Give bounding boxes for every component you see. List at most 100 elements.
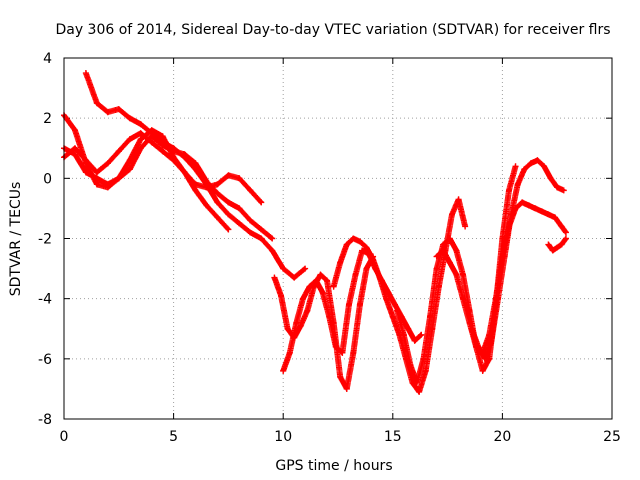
- data-point: [297, 322, 304, 329]
- data-point: [104, 160, 111, 167]
- data-point: [440, 241, 447, 248]
- data-point: [466, 319, 473, 326]
- data-point: [376, 274, 383, 281]
- data-point: [280, 367, 287, 374]
- data-point: [82, 169, 89, 176]
- series-satellite-arc-4: [61, 133, 276, 242]
- data-point: [468, 325, 475, 332]
- data-point: [271, 274, 278, 281]
- series-satellite-arc-7: [330, 196, 469, 395]
- data-point: [337, 373, 344, 380]
- data-point: [405, 325, 412, 332]
- data-point: [310, 283, 317, 290]
- data-point: [181, 169, 188, 176]
- data-point: [363, 244, 370, 251]
- data-point: [104, 109, 111, 116]
- data-point: [339, 349, 346, 356]
- data-point: [269, 247, 276, 254]
- data-point: [225, 211, 232, 218]
- data-point: [247, 187, 254, 194]
- data-point: [269, 235, 276, 242]
- data-point: [418, 331, 425, 338]
- series-trace: [82, 70, 308, 281]
- data-point: [350, 349, 357, 356]
- data-point: [337, 259, 344, 266]
- data-point: [137, 121, 144, 128]
- data-point: [534, 157, 541, 164]
- data-point: [416, 388, 423, 395]
- data-point: [291, 334, 298, 341]
- data-point: [203, 184, 210, 191]
- data-point: [532, 205, 539, 212]
- data-point: [71, 145, 78, 152]
- x-tick-label: 5: [169, 429, 178, 445]
- data-point: [501, 253, 508, 260]
- data-point: [324, 277, 331, 284]
- data-point: [505, 187, 512, 194]
- data-point: [508, 211, 515, 218]
- data-point: [159, 133, 166, 140]
- y-tick-label: -4: [38, 292, 52, 308]
- data-point: [547, 175, 554, 182]
- data-point: [278, 292, 285, 299]
- x-axis-label: GPS time / hours: [275, 458, 392, 474]
- data-point: [512, 163, 519, 170]
- data-point: [481, 355, 488, 362]
- data-point: [225, 172, 232, 179]
- data-point: [433, 253, 440, 260]
- data-point: [236, 205, 243, 212]
- tick-labels: 0 5 10 15 20 25 -8 -6 -4 -2 0 2 4: [38, 51, 621, 445]
- data-point: [453, 271, 460, 278]
- data-point: [345, 301, 352, 308]
- data-point: [93, 100, 100, 107]
- data-point: [549, 247, 556, 254]
- data-point: [545, 241, 552, 248]
- data-point: [284, 325, 291, 332]
- data-point: [236, 220, 243, 227]
- data-point: [330, 283, 337, 290]
- data-point: [558, 241, 565, 248]
- data-point: [488, 337, 495, 344]
- data-point: [286, 349, 293, 356]
- data-point: [413, 379, 420, 386]
- x-tick-label: 10: [274, 429, 292, 445]
- data-point: [479, 367, 486, 374]
- data-point: [71, 151, 78, 158]
- data-point: [448, 211, 455, 218]
- data-point: [440, 247, 447, 254]
- x-tick-label: 25: [603, 429, 621, 445]
- y-tick-label: -2: [38, 232, 52, 248]
- data-point: [541, 163, 548, 170]
- data-point: [562, 229, 569, 236]
- data-point: [159, 148, 166, 155]
- data-point: [427, 313, 434, 320]
- y-tick-label: -8: [38, 412, 52, 428]
- data-point: [203, 202, 210, 209]
- data-point: [558, 223, 565, 230]
- data-point: [236, 175, 243, 182]
- data-point: [170, 148, 177, 155]
- chart-title: Day 306 of 2014, Sidereal Day-to-day VTE…: [55, 22, 610, 38]
- x-tick-label: 15: [384, 429, 402, 445]
- data-point: [214, 199, 221, 206]
- data-point: [552, 214, 559, 221]
- series-satellite-arc-10: [468, 157, 567, 362]
- series-satellite-arc-1: [82, 70, 309, 281]
- data-point: [394, 307, 401, 314]
- data-point: [359, 247, 366, 254]
- data-point: [527, 160, 534, 167]
- data-point: [356, 238, 363, 245]
- data-point: [389, 313, 396, 320]
- data-point: [258, 199, 265, 206]
- data-point: [291, 274, 298, 281]
- data-point: [148, 133, 155, 140]
- data-point: [280, 265, 287, 272]
- data-point: [247, 229, 254, 236]
- data-point: [137, 136, 144, 143]
- data-point: [560, 187, 567, 194]
- data-point: [225, 199, 232, 206]
- data-point: [433, 265, 440, 272]
- data-point: [525, 202, 532, 209]
- data-point: [391, 301, 398, 308]
- data-point: [459, 271, 466, 278]
